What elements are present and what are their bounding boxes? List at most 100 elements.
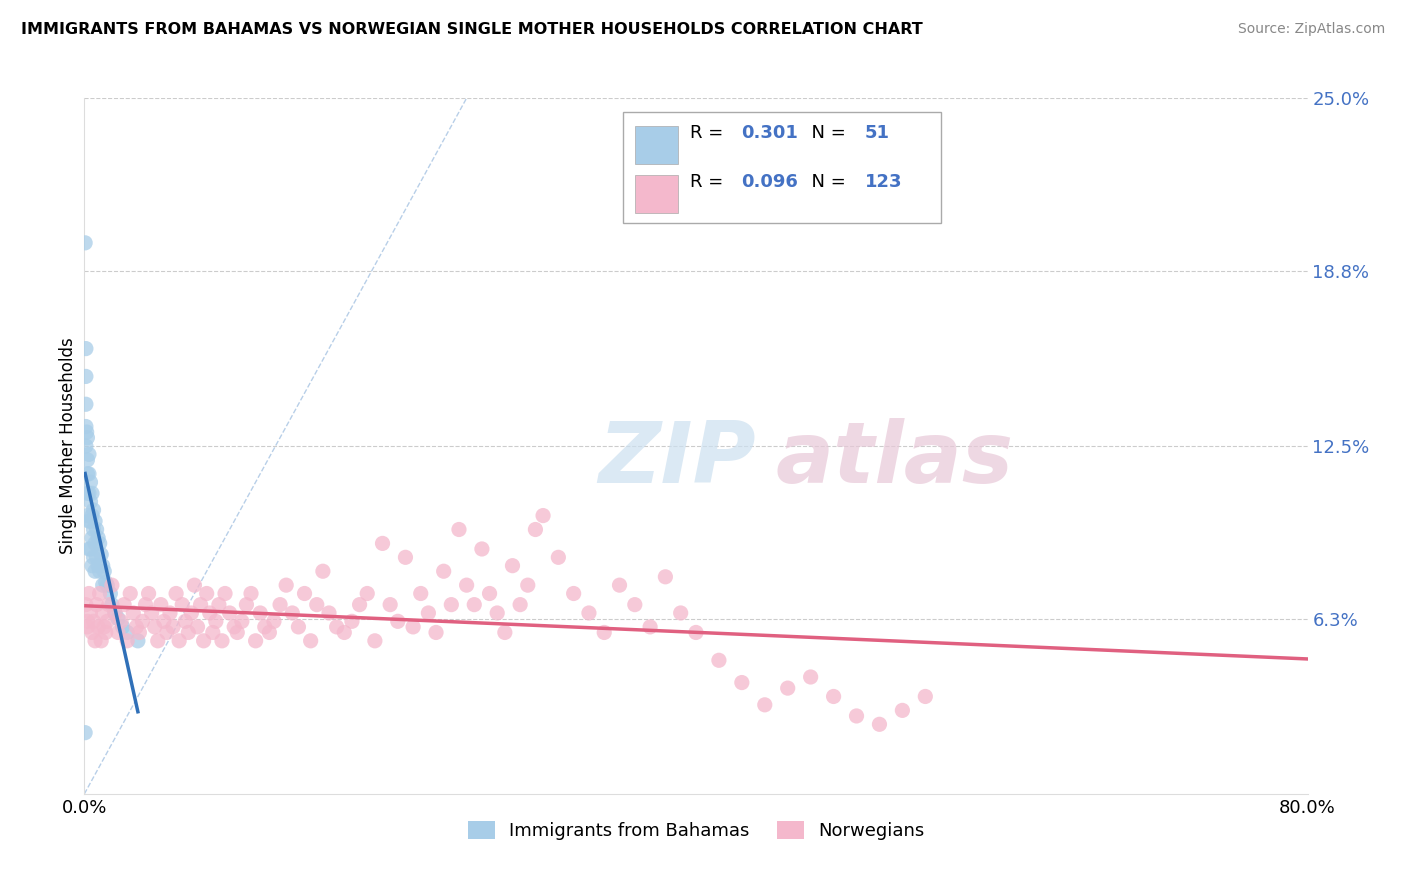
Point bbox=[186, 620, 208, 634]
Point bbox=[502, 558, 524, 573]
Point bbox=[146, 633, 169, 648]
Point bbox=[84, 633, 107, 648]
Point bbox=[76, 431, 98, 445]
Point bbox=[425, 625, 447, 640]
Point bbox=[75, 342, 97, 356]
Point bbox=[754, 698, 776, 712]
Point bbox=[90, 548, 112, 562]
Point bbox=[98, 586, 121, 600]
Text: R =: R = bbox=[690, 124, 728, 142]
Point bbox=[162, 620, 184, 634]
Point bbox=[193, 633, 215, 648]
Point bbox=[418, 606, 440, 620]
Point bbox=[208, 598, 231, 612]
Point bbox=[776, 681, 799, 695]
Point bbox=[90, 633, 112, 648]
Point bbox=[409, 586, 432, 600]
Point bbox=[76, 453, 98, 467]
Point bbox=[75, 397, 97, 411]
Point bbox=[845, 709, 868, 723]
Point bbox=[380, 598, 402, 612]
Point bbox=[356, 586, 378, 600]
Point bbox=[669, 606, 692, 620]
Point bbox=[305, 598, 328, 612]
Point bbox=[153, 615, 176, 629]
Point bbox=[84, 536, 107, 550]
Point bbox=[76, 620, 98, 634]
Point bbox=[120, 586, 142, 600]
Point bbox=[87, 620, 110, 634]
Point bbox=[276, 578, 298, 592]
Text: IMMIGRANTS FROM BAHAMAS VS NORWEGIAN SINGLE MOTHER HOUSEHOLDS CORRELATION CHART: IMMIGRANTS FROM BAHAMAS VS NORWEGIAN SIN… bbox=[21, 22, 922, 37]
Point bbox=[800, 670, 823, 684]
Point bbox=[87, 558, 110, 573]
Point bbox=[111, 620, 134, 634]
Point bbox=[80, 508, 103, 523]
Point bbox=[79, 494, 101, 508]
Point bbox=[80, 625, 103, 640]
Point bbox=[86, 550, 108, 565]
Point bbox=[75, 725, 97, 739]
Point bbox=[91, 578, 114, 592]
Point bbox=[143, 620, 166, 634]
Point bbox=[91, 606, 114, 620]
Point bbox=[115, 633, 138, 648]
Point bbox=[79, 475, 101, 490]
Text: N =: N = bbox=[800, 173, 852, 191]
Point bbox=[447, 523, 470, 537]
Point bbox=[394, 550, 416, 565]
Bar bbox=[636, 175, 678, 213]
Point bbox=[87, 531, 110, 545]
Point bbox=[624, 598, 647, 612]
Point bbox=[226, 625, 249, 640]
Point bbox=[101, 598, 124, 612]
Point bbox=[84, 564, 107, 578]
Point bbox=[141, 606, 163, 620]
Point bbox=[486, 606, 509, 620]
Point bbox=[531, 508, 554, 523]
Point bbox=[75, 235, 97, 250]
Point bbox=[259, 625, 281, 640]
Point bbox=[96, 578, 118, 592]
Point bbox=[83, 523, 105, 537]
Point bbox=[731, 675, 754, 690]
Point bbox=[349, 598, 371, 612]
Point bbox=[77, 541, 100, 556]
Point bbox=[80, 558, 103, 573]
Point bbox=[325, 620, 347, 634]
Point bbox=[340, 615, 363, 629]
Point bbox=[235, 598, 257, 612]
Point bbox=[198, 606, 221, 620]
Bar bbox=[636, 126, 678, 164]
Text: N =: N = bbox=[800, 124, 852, 142]
Point bbox=[190, 598, 212, 612]
Point bbox=[287, 620, 309, 634]
Point bbox=[211, 633, 233, 648]
Point bbox=[91, 558, 114, 573]
Point bbox=[76, 467, 98, 481]
Point bbox=[167, 633, 190, 648]
Point bbox=[159, 606, 181, 620]
Point bbox=[509, 598, 531, 612]
Point bbox=[218, 606, 240, 620]
Point bbox=[80, 531, 103, 545]
Bar bbox=[623, 112, 941, 223]
Point bbox=[371, 536, 394, 550]
Text: Source: ZipAtlas.com: Source: ZipAtlas.com bbox=[1237, 22, 1385, 37]
Point bbox=[245, 633, 267, 648]
Point bbox=[110, 615, 132, 629]
Point bbox=[77, 467, 100, 481]
Point bbox=[122, 606, 145, 620]
Point bbox=[707, 653, 730, 667]
Point bbox=[240, 586, 263, 600]
Point bbox=[79, 606, 101, 620]
Text: R =: R = bbox=[690, 173, 728, 191]
Point bbox=[547, 550, 569, 565]
Point bbox=[94, 575, 117, 590]
Point bbox=[312, 564, 335, 578]
Point bbox=[97, 598, 120, 612]
Point bbox=[456, 578, 478, 592]
Point bbox=[249, 606, 271, 620]
Point bbox=[823, 690, 845, 704]
Text: 51: 51 bbox=[865, 124, 890, 142]
